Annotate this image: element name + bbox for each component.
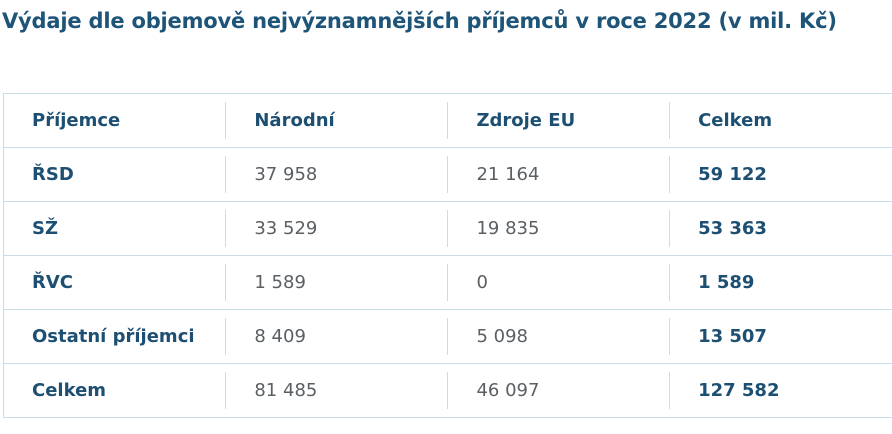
table-cell: 1 589 [670,255,892,310]
column-separator [447,156,449,193]
cell-text: 1 589 [698,272,755,293]
cell-text: 13 507 [698,326,767,347]
header-cell: Zdroje EU [448,93,671,148]
table-cell: Ostatní příjemci [3,309,227,364]
table-cell: 1 589 [226,255,449,310]
cell-text: 33 529 [254,218,318,239]
cell-text: ŘSD [32,164,74,185]
cell-text: 127 582 [698,380,780,401]
cell-text: Zdroje EU [476,110,576,131]
cell-text: 53 363 [698,218,767,239]
cell-text: Ostatní příjemci [32,326,195,347]
table-row: Ostatní příjemci 8 409 5 098 13 507 [3,309,892,364]
table-cell: 46 097 [448,363,671,418]
table-cell: Celkem [3,363,227,418]
header-row: Příjemce Národní Zdroje EU Celkem [3,93,892,148]
cell-text: 37 958 [254,164,318,185]
column-separator [669,102,671,139]
table-cell: 0 [448,255,671,310]
table-cell: 21 164 [448,147,671,202]
cell-text: ŘVC [32,272,74,293]
table-cell: 13 507 [670,309,892,364]
column-separator [669,156,671,193]
column-separator [447,210,449,247]
column-separator [669,264,671,301]
header-cell: Národní [226,93,449,148]
table-row: ŘVC 1 589 0 1 589 [3,255,892,310]
cell-text: 0 [476,272,488,293]
table-cell: 59 122 [670,147,892,202]
cell-text: 1 589 [254,272,306,293]
table-body: Příjemce Národní Zdroje EU Celkem ŘSD 37 958 2… [3,93,892,418]
column-separator [447,264,449,301]
column-separator [669,210,671,247]
cell-text: 21 164 [476,164,540,185]
data-table: Příjemce Národní Zdroje EU Celkem ŘSD 37 958 2… [3,93,892,418]
table-cell: 33 529 [226,201,449,256]
column-separator [669,318,671,355]
table-cell: 127 582 [670,363,892,418]
table-cell: 81 485 [226,363,449,418]
column-separator [447,102,449,139]
table-row: Celkem 81 485 46 097 127 582 [3,363,892,418]
column-separator [447,372,449,409]
column-separator [225,318,227,355]
table-row: ŘSD 37 958 21 164 59 122 [3,147,892,202]
table-cell: ŘVC [3,255,227,310]
table-cell: 5 098 [448,309,671,364]
table-cell: 8 409 [226,309,449,364]
column-separator [225,372,227,409]
column-separator [225,156,227,193]
table-cell: ŘSD [3,147,227,202]
cell-text: Národní [254,110,335,131]
header-cell: Příjemce [3,93,227,148]
table-cell: 19 835 [448,201,671,256]
column-separator [225,210,227,247]
page-title: Výdaje dle objemově nejvýznamnějších pří… [2,9,837,33]
table-cell: 37 958 [226,147,449,202]
column-separator [225,102,227,139]
table-row: SŽ 33 529 19 835 53 363 [3,201,892,256]
cell-text: 5 098 [476,326,528,347]
column-separator [225,264,227,301]
cell-text: 81 485 [254,380,318,401]
cell-text: 59 122 [698,164,767,185]
table-cell: SŽ [3,201,227,256]
column-separator [447,318,449,355]
cell-text: 46 097 [476,380,540,401]
cell-text: Celkem [698,110,773,131]
cell-text: 8 409 [254,326,306,347]
column-separator [669,372,671,409]
cell-text: 19 835 [476,218,540,239]
cell-text: SŽ [32,218,59,239]
header-cell: Celkem [670,93,892,148]
table-cell: 53 363 [670,201,892,256]
cell-text: Příjemce [32,110,121,131]
cell-text: Celkem [32,380,107,401]
